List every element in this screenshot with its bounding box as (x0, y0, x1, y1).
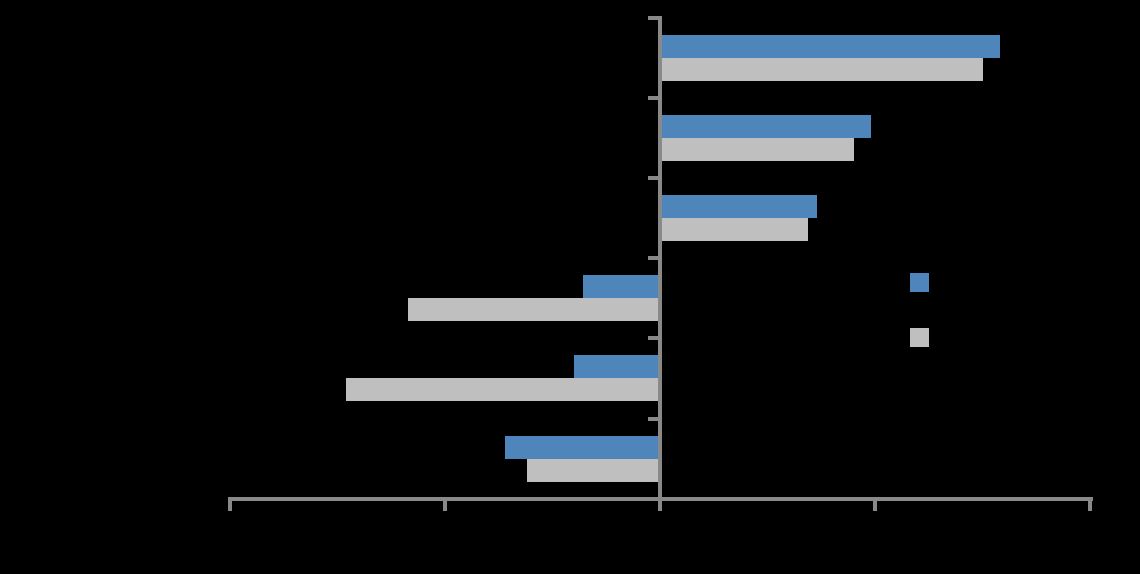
bar-series1-cat1 (660, 34, 1000, 58)
bar-series1-cat2 (660, 114, 871, 138)
bar-series2-cat6 (526, 458, 660, 482)
bar-series2-cat2 (660, 137, 854, 161)
bar-series2-cat1 (660, 57, 983, 81)
category-axis-tick (648, 336, 658, 341)
category-axis-tick (648, 256, 658, 261)
legend-swatch-series1 (910, 273, 929, 292)
category-axis-tick (648, 95, 658, 100)
category-axis-tick (648, 496, 658, 501)
bar-series2-cat4 (408, 298, 660, 322)
bar-series1-cat5 (574, 355, 660, 379)
value-axis-tick (228, 501, 232, 511)
bar-series2-cat3 (660, 218, 809, 241)
value-axis-tick (873, 501, 877, 511)
value-axis-tick (1088, 501, 1092, 511)
value-axis-tick (443, 501, 447, 511)
category-axis-tick (648, 416, 658, 421)
category-axis-tick (648, 175, 658, 180)
category-axis-line (658, 16, 662, 511)
bar-series1-cat3 (660, 195, 817, 218)
bar-series2-cat5 (346, 378, 660, 402)
category-axis-tick (648, 15, 658, 20)
legend-swatch-series2 (910, 328, 929, 347)
bar-series1-cat4 (582, 275, 660, 299)
bar-series1-cat6 (505, 435, 660, 459)
